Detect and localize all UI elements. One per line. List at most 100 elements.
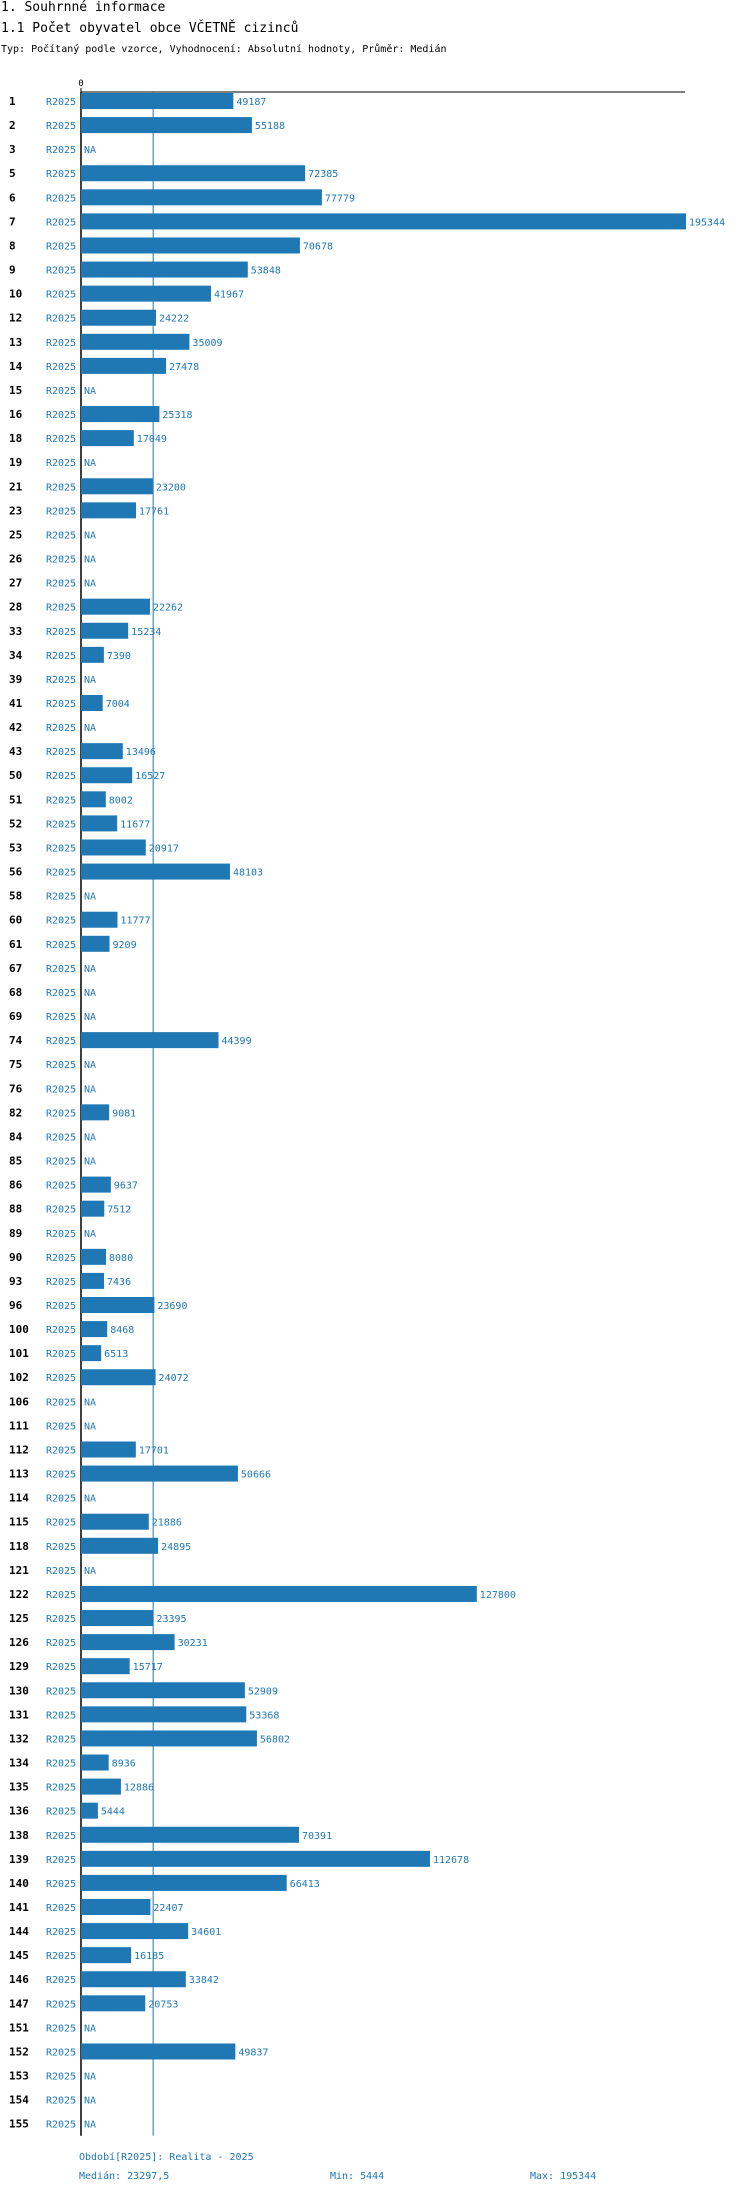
category-label: 68: [9, 986, 22, 999]
category-label: 23: [9, 504, 22, 517]
category-label: 86: [9, 1179, 23, 1192]
category-label: 125: [9, 1612, 29, 1625]
bar: [81, 1585, 477, 1602]
bar-value-label: 127800: [480, 1590, 516, 1601]
period-label: R2025: [46, 1397, 76, 1408]
bar: [81, 357, 167, 374]
period-label: R2025: [46, 2072, 76, 2083]
period-label: R2025: [46, 723, 76, 734]
bar-value-label: 23200: [156, 482, 186, 493]
category-label: 27: [9, 577, 22, 590]
bar: [81, 213, 686, 230]
bar: [81, 1321, 108, 1338]
category-label: 112: [9, 1443, 29, 1456]
bar-value-label: 50666: [241, 1470, 271, 1481]
na-label: NA: [84, 1566, 96, 1577]
period-label: R2025: [46, 217, 76, 228]
bar: [81, 1032, 219, 1049]
period-label: R2025: [46, 2023, 76, 2034]
period-label: R2025: [46, 530, 76, 541]
bar: [81, 911, 118, 928]
period-label: R2025: [46, 97, 76, 108]
na-label: NA: [84, 988, 96, 999]
bar-value-label: 17049: [137, 434, 167, 445]
bar-value-label: 56802: [260, 1734, 290, 1745]
bar-value-label: 20917: [149, 843, 179, 854]
bar-value-label: 16527: [135, 771, 165, 782]
category-label: 19: [9, 456, 22, 469]
period-label: R2025: [46, 506, 76, 517]
category-label: 141: [9, 1901, 29, 1914]
category-label: 154: [9, 2094, 29, 2107]
bar-value-label: 9081: [112, 1108, 136, 1119]
period-label: R2025: [46, 1518, 76, 1529]
na-label: NA: [84, 964, 96, 975]
period-label: R2025: [46, 555, 76, 566]
period-label: R2025: [46, 1855, 76, 1866]
bar-value-label: 11777: [120, 916, 150, 927]
bar-value-label: 195344: [689, 217, 725, 228]
period-label: R2025: [46, 145, 76, 156]
bar: [81, 1441, 136, 1458]
period-label: R2025: [46, 1686, 76, 1697]
bar-value-label: 53368: [249, 1710, 279, 1721]
bar-value-label: 20753: [148, 1999, 178, 2010]
bar-value-label: 7004: [106, 699, 130, 710]
bar: [81, 237, 300, 254]
category-label: 16: [9, 408, 23, 421]
period-label: R2025: [46, 1421, 76, 1432]
bar-value-label: 53848: [251, 266, 281, 277]
category-label: 132: [9, 1732, 29, 1745]
na-label: NA: [84, 579, 96, 590]
bar-value-label: 7390: [107, 651, 131, 662]
category-label: 152: [9, 2045, 29, 2058]
bar-value-label: 27478: [169, 362, 199, 373]
bar-value-label: 25318: [162, 410, 192, 421]
bar-value-label: 22407: [153, 1903, 183, 1914]
period-label: R2025: [46, 940, 76, 951]
bar: [81, 1513, 149, 1530]
category-label: 15: [9, 384, 22, 397]
na-label: NA: [84, 145, 96, 156]
bar-value-label: 8936: [112, 1759, 136, 1770]
period-label: R2025: [46, 603, 76, 614]
section-title: 1. Souhrnné informace: [1, 0, 166, 15]
category-label: 84: [9, 1130, 23, 1143]
category-label: 90: [9, 1251, 22, 1264]
bar-value-label: 15234: [131, 627, 161, 638]
bar: [81, 839, 146, 856]
footer-max: Max: 195344: [530, 2171, 597, 2182]
category-label: 52: [9, 817, 22, 830]
period-label: R2025: [46, 1566, 76, 1577]
category-label: 43: [9, 745, 22, 758]
period-label: R2025: [46, 1229, 76, 1240]
bar-value-label: 35009: [192, 338, 222, 349]
na-label: NA: [84, 2023, 96, 2034]
period-label: R2025: [46, 1205, 76, 1216]
category-label: 1: [9, 95, 16, 108]
category-label: 145: [9, 1949, 29, 1962]
bar: [81, 1802, 98, 1819]
category-label: 9: [9, 264, 16, 277]
category-label: 115: [9, 1516, 29, 1529]
bar: [81, 1826, 300, 1843]
bar: [81, 1947, 132, 1964]
bar: [81, 935, 110, 952]
bar: [81, 309, 157, 326]
bar-value-label: 44399: [222, 1036, 252, 1047]
na-label: NA: [84, 1012, 96, 1023]
category-label: 5: [9, 167, 16, 180]
bar: [81, 622, 129, 639]
period-label: R2025: [46, 241, 76, 252]
period-label: R2025: [46, 1734, 76, 1745]
chart-title: 1.1 Počet obyvatel obce VČETNĚ cizinců: [1, 21, 299, 36]
period-label: R2025: [46, 1012, 76, 1023]
bar: [81, 333, 190, 350]
category-label: 85: [9, 1155, 22, 1168]
bar: [81, 117, 252, 134]
period-label: R2025: [46, 1157, 76, 1168]
bar: [81, 1104, 110, 1121]
period-label: R2025: [46, 1108, 76, 1119]
bar-value-label: 16185: [134, 1951, 164, 1962]
bar-value-label: 9637: [114, 1181, 138, 1192]
